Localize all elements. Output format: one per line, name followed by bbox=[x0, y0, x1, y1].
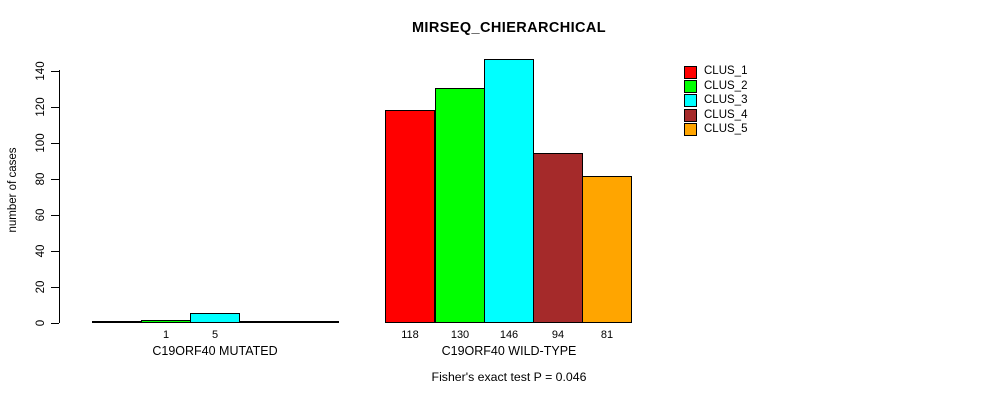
y-tick-mark bbox=[51, 71, 59, 72]
y-tick-mark bbox=[51, 215, 59, 216]
y-tick-mark bbox=[51, 107, 59, 108]
chart-title: MIRSEQ_CHIERARCHICAL bbox=[411, 20, 607, 36]
legend-color-swatch bbox=[684, 94, 697, 108]
bar-CLUS_2-group1 bbox=[435, 88, 485, 323]
legend-label: CLUS_5 bbox=[704, 123, 748, 135]
y-tick-label: 140 bbox=[35, 61, 47, 81]
legend-label: CLUS_4 bbox=[704, 108, 748, 121]
y-tick-label: 100 bbox=[35, 133, 47, 153]
bar-value-label: 81 bbox=[600, 329, 614, 341]
legend-item-CLUS_5: CLUS_5 bbox=[684, 123, 747, 137]
x-axis-group-label-wildtype: C19ORF40 WILD-TYPE bbox=[441, 344, 577, 358]
y-tick-mark bbox=[51, 179, 59, 180]
y-tick-label: 60 bbox=[35, 208, 47, 222]
bar-CLUS_5-group0 bbox=[289, 321, 339, 323]
y-tick-label: 120 bbox=[35, 97, 47, 117]
legend: CLUS_1 CLUS_2 CLUS_3 CLUS_4 CLUS_5 bbox=[684, 65, 747, 137]
legend-item-CLUS_4: CLUS_4 bbox=[684, 108, 747, 122]
bar-CLUS_4-group1 bbox=[533, 153, 583, 323]
bar-value-label: 94 bbox=[551, 329, 565, 341]
bar-CLUS_1-group1 bbox=[385, 110, 435, 323]
bar-CLUS_3-group1 bbox=[484, 59, 534, 323]
legend-label: CLUS_1 bbox=[704, 65, 748, 78]
legend-item-CLUS_1: CLUS_1 bbox=[684, 65, 747, 79]
y-tick-mark bbox=[51, 287, 59, 288]
y-tick-mark bbox=[51, 323, 59, 324]
bar-CLUS_3-group0 bbox=[190, 313, 240, 323]
y-tick-label: 80 bbox=[35, 172, 47, 186]
bar-CLUS_2-group0 bbox=[141, 320, 191, 323]
legend-item-CLUS_2: CLUS_2 bbox=[684, 79, 748, 94]
legend-label: CLUS_3 bbox=[704, 94, 748, 107]
bar-value-label: 5 bbox=[211, 329, 219, 341]
legend-color-swatch bbox=[684, 123, 697, 137]
legend-color-swatch bbox=[684, 108, 697, 122]
y-tick-mark bbox=[51, 143, 59, 144]
bar-CLUS_1-group0 bbox=[92, 321, 142, 323]
bar-value-label: 1 bbox=[162, 329, 170, 341]
y-tick-label: 40 bbox=[35, 244, 47, 258]
bar-CLUS_5-group1 bbox=[582, 176, 632, 323]
y-axis-label: number of cases bbox=[7, 147, 19, 233]
x-axis-group-label-mutated: C19ORF40 MUTATED bbox=[152, 344, 278, 358]
y-axis-line bbox=[59, 70, 60, 323]
bar-value-label: 146 bbox=[499, 329, 519, 341]
bar-value-label: 130 bbox=[450, 329, 470, 341]
y-tick-label: 20 bbox=[35, 280, 47, 294]
fisher-test-annotation: Fisher's exact test P = 0.046 bbox=[431, 370, 587, 384]
y-tick-mark bbox=[51, 251, 59, 252]
legend-color-swatch bbox=[684, 80, 697, 94]
y-tick-label: 0 bbox=[35, 319, 47, 327]
bar-value-label: 118 bbox=[401, 329, 419, 341]
bar-CLUS_4-group0 bbox=[240, 321, 290, 323]
legend-label: CLUS_2 bbox=[704, 79, 748, 92]
legend-color-swatch bbox=[684, 65, 697, 79]
legend-item-CLUS_3: CLUS_3 bbox=[684, 94, 747, 108]
